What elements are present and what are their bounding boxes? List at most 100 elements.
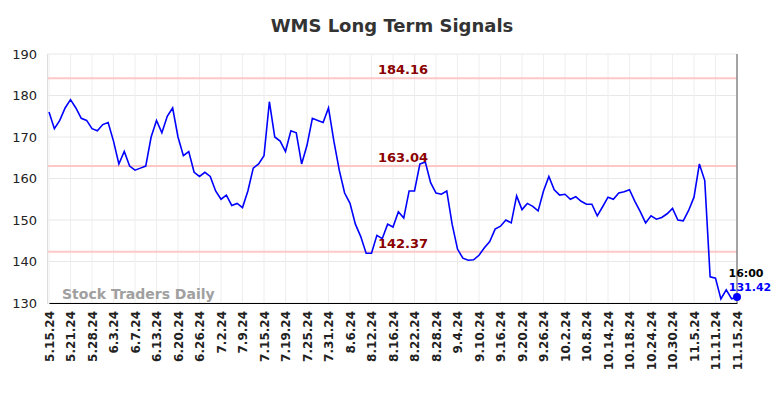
grid-line-x xyxy=(285,54,286,303)
x-tick-label: 11.15.24 xyxy=(731,311,745,370)
x-tick: 7.2.24 xyxy=(215,303,229,354)
x-tick-label: 6.7.24 xyxy=(129,311,143,354)
grid-line-x xyxy=(135,54,136,303)
y-tick-label: 180 xyxy=(12,88,37,103)
x-tick: 6.20.24 xyxy=(172,303,186,362)
grid-line-y xyxy=(47,261,737,262)
grid-line-y xyxy=(47,303,737,304)
grid-line-x xyxy=(350,54,351,303)
level-label: 142.37 xyxy=(378,236,428,251)
x-tick-label: 5.15.24 xyxy=(43,311,57,362)
x-tick: 11.11.24 xyxy=(709,303,723,370)
grid-line-x xyxy=(586,54,587,303)
grid-line-x xyxy=(651,54,652,303)
x-tick-label: 8.16.24 xyxy=(387,311,401,362)
x-tick: 7.9.24 xyxy=(236,303,250,354)
level-line xyxy=(47,165,737,167)
x-tick-label: 10.18.24 xyxy=(623,311,637,370)
x-tick: 5.28.24 xyxy=(86,303,100,362)
x-tick-label: 8.22.24 xyxy=(408,311,422,362)
y-tick: 140 xyxy=(12,254,47,269)
x-tick-label: 6.13.24 xyxy=(150,311,164,362)
grid-line-y xyxy=(47,95,737,96)
grid-line-x xyxy=(672,54,673,303)
grid-line-x xyxy=(371,54,372,303)
grid-line-y xyxy=(47,54,737,55)
x-tick-label: 5.28.24 xyxy=(86,311,100,362)
x-tick: 9.4.24 xyxy=(451,303,465,354)
grid-line-x xyxy=(522,54,523,303)
y-tick: 170 xyxy=(12,130,47,145)
grid-line-x xyxy=(479,54,480,303)
level-line xyxy=(47,77,737,79)
y-tick-label: 150 xyxy=(12,213,37,228)
x-tick-label: 9.20.24 xyxy=(516,311,530,362)
x-tick-label: 10.2.24 xyxy=(559,311,573,362)
y-tick-label: 130 xyxy=(12,296,37,311)
grid-line-x xyxy=(565,54,566,303)
x-tick: 7.15.24 xyxy=(258,303,272,362)
x-tick-label: 9.10.24 xyxy=(473,311,487,362)
title: WMS Long Term Signals xyxy=(271,15,514,36)
x-tick: 5.21.24 xyxy=(64,303,78,362)
grid xyxy=(47,54,737,303)
last-value-label: 131.42 xyxy=(729,281,771,294)
x-tick: 8.6.24 xyxy=(344,303,358,354)
grid-line-x xyxy=(178,54,179,303)
x-tick-label: 7.15.24 xyxy=(258,311,272,362)
y-tick-label: 160 xyxy=(12,171,37,186)
x-tick-label: 7.31.24 xyxy=(322,311,336,362)
x-tick: 10.8.24 xyxy=(580,303,594,362)
x-tick: 8.16.24 xyxy=(387,303,401,362)
x-axis: 5.15.24 5.21.24 5.28.24 6.3.24 6.7.24 6.13.24… xyxy=(43,303,745,370)
x-tick-label: 10.30.24 xyxy=(666,311,680,370)
grid-line-x xyxy=(694,54,695,303)
chart-container: WMS Long Term Signals 130 140 150 160 170 180 1… xyxy=(0,0,784,398)
grid-line-x xyxy=(199,54,200,303)
x-tick: 6.13.24 xyxy=(150,303,164,362)
x-tick: 8.12.24 xyxy=(365,303,379,362)
x-tick-label: 9.16.24 xyxy=(494,311,508,362)
x-tick: 9.16.24 xyxy=(494,303,508,362)
grid-line-x xyxy=(92,54,93,303)
x-tick: 7.31.24 xyxy=(322,303,336,362)
y-axis-line xyxy=(47,55,48,304)
grid-line-x xyxy=(737,54,738,303)
x-tick: 9.10.24 xyxy=(473,303,487,362)
x-tick: 8.22.24 xyxy=(408,303,422,362)
x-tick-label: 8.12.24 xyxy=(365,311,379,362)
x-tick-label: 7.25.24 xyxy=(301,311,315,362)
chart-svg: WMS Long Term Signals 130 140 150 160 170 180 1… xyxy=(0,0,784,398)
grid-line-x xyxy=(156,54,157,303)
x-tick: 6.26.24 xyxy=(193,303,207,362)
grid-line-x xyxy=(543,54,544,303)
level-label: 184.16 xyxy=(378,62,428,77)
grid-line-x xyxy=(608,54,609,303)
grid-line-x xyxy=(49,54,50,303)
x-tick-label: 10.24.24 xyxy=(645,311,659,370)
x-tick-label: 9.26.24 xyxy=(537,311,551,362)
x-tick: 10.14.24 xyxy=(602,303,616,370)
y-tick-label: 170 xyxy=(12,130,37,145)
x-axis-line xyxy=(50,303,738,304)
x-tick-label: 6.3.24 xyxy=(107,311,121,354)
x-tick-label: 7.9.24 xyxy=(236,311,250,354)
x-tick: 10.18.24 xyxy=(623,303,637,370)
grid-line-x xyxy=(414,54,415,303)
x-tick-label: 7.2.24 xyxy=(215,311,229,354)
grid-line-x xyxy=(242,54,243,303)
x-tick: 9.26.24 xyxy=(537,303,551,362)
y-tick: 190 xyxy=(12,47,47,62)
y-tick: 130 xyxy=(12,296,47,311)
x-tick-label: 6.26.24 xyxy=(193,311,207,362)
x-tick-label: 9.4.24 xyxy=(451,311,465,354)
x-tick: 6.7.24 xyxy=(129,303,143,354)
grid-line-x xyxy=(436,54,437,303)
time-label: 16:00 xyxy=(728,267,763,280)
plot-area xyxy=(49,100,741,301)
grid-line-x xyxy=(113,54,114,303)
x-tick: 10.30.24 xyxy=(666,303,680,370)
x-tick: 10.24.24 xyxy=(645,303,659,370)
grid-line-y xyxy=(47,178,737,179)
watermark: Stock Traders Daily xyxy=(62,286,215,302)
